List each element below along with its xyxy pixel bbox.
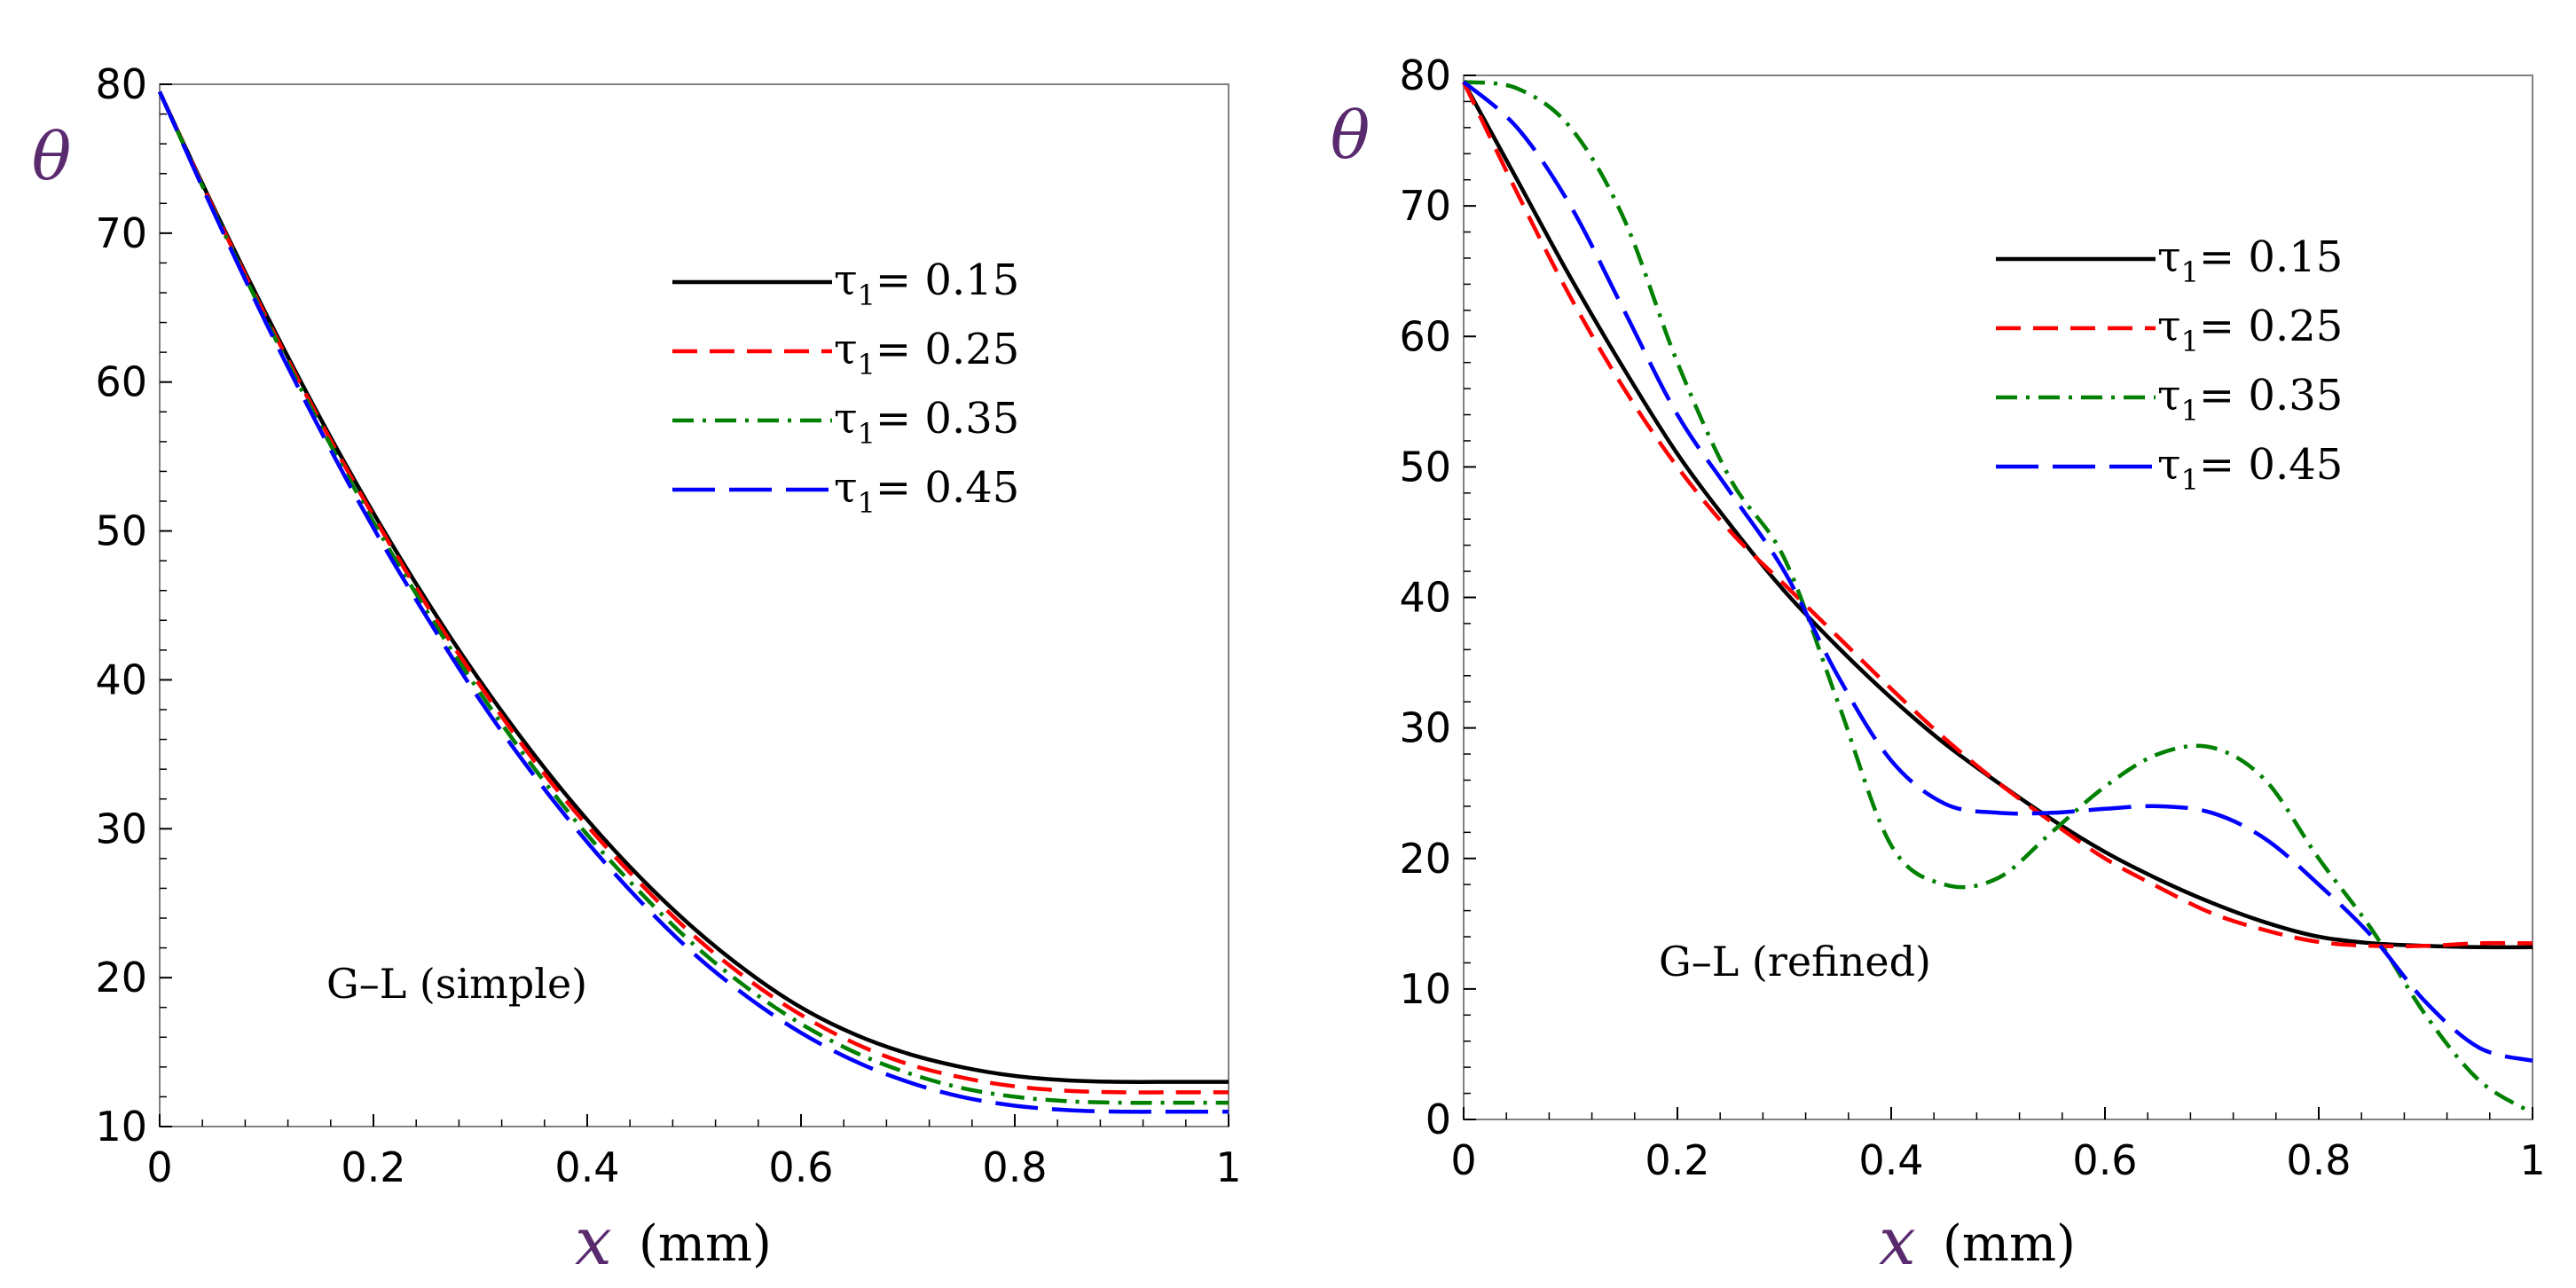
y-tick-label: 20 [95, 954, 147, 1001]
y-tick-label: 50 [1399, 443, 1451, 491]
series-line-4 [157, 90, 1229, 1114]
x-tick-label: 0.2 [1645, 1136, 1709, 1184]
legend-label-3: τ1= 0.35 [2157, 371, 2343, 428]
series-line-3 [1463, 80, 2534, 1115]
legend-label-3: τ1= 0.35 [834, 394, 1019, 451]
y-tick-label: 10 [95, 1103, 147, 1151]
chart-panel-1: 0 0.2 0.4 0.6 0.8 1 10 20 30 40 50 60 70 80 τ1= 0.15 τ1… [32, 60, 1242, 1280]
x-axis-label-symbol: x [1879, 1204, 1916, 1280]
x-tick-label: 0 [1450, 1136, 1476, 1184]
y-tick-label: 60 [1399, 312, 1451, 360]
x-axis-label-unit: (mm) [639, 1215, 772, 1273]
legend-label-4: τ1= 0.45 [834, 463, 1019, 520]
y-tick-label: 30 [95, 805, 147, 852]
y-tick-label: 70 [95, 209, 147, 257]
chart-annotation: G–L (refined) [1659, 938, 1931, 986]
x-tick-label: 0.8 [2286, 1136, 2351, 1184]
x-tick-label: 1 [1215, 1143, 1241, 1191]
series-line-2 [1461, 81, 2533, 949]
legend-label-1: τ1= 0.15 [2157, 232, 2343, 289]
y-tick-label: 40 [1399, 574, 1451, 622]
x-tick-label: 1 [2519, 1136, 2545, 1184]
x-axis-label-unit: (mm) [1943, 1215, 2076, 1273]
series-line-3 [157, 90, 1229, 1105]
y-tick-label: 60 [95, 358, 147, 406]
y-tick-label: 70 [1399, 182, 1451, 230]
x-axis-label-symbol: x [575, 1204, 612, 1280]
x-tick-label: 0 [146, 1143, 172, 1191]
y-tick-label: 10 [1399, 965, 1451, 1013]
x-tick-label: 0.8 [982, 1143, 1047, 1191]
x-tick-label: 0.2 [341, 1143, 405, 1191]
y-tick-label: 80 [95, 60, 147, 108]
x-tick-label: 0.4 [554, 1143, 619, 1191]
legend-label-2: τ1= 0.25 [834, 325, 1019, 381]
y-axis-label: θ [1331, 98, 1370, 174]
y-tick-label: 80 [1399, 51, 1451, 99]
x-tick-label: 0.4 [1858, 1136, 1923, 1184]
legend-label-1: τ1= 0.15 [834, 255, 1019, 312]
y-tick-label: 40 [95, 656, 147, 703]
series-line-4 [1462, 80, 2533, 1064]
legend-label-4: τ1= 0.45 [2157, 440, 2343, 497]
plot-frame [1463, 75, 2533, 1120]
series-line-1 [1462, 81, 2533, 950]
legend-label-2: τ1= 0.25 [2157, 302, 2343, 358]
series-line-1 [157, 90, 1229, 1084]
plot-frame [159, 83, 1229, 1127]
y-tick-label: 50 [95, 507, 147, 555]
y-tick-label: 20 [1399, 835, 1451, 883]
y-tick-label: 30 [1399, 704, 1451, 752]
y-tick-label: 0 [1425, 1096, 1451, 1143]
chart-annotation: G–L (simple) [326, 960, 587, 1008]
x-tick-label: 0.6 [768, 1143, 833, 1191]
x-tick-label: 0.6 [2072, 1136, 2137, 1184]
y-axis-label: θ [32, 119, 72, 195]
